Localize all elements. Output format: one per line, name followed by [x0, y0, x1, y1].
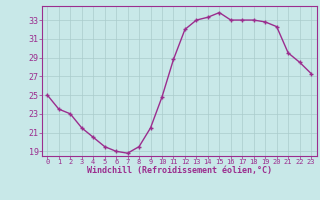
X-axis label: Windchill (Refroidissement éolien,°C): Windchill (Refroidissement éolien,°C)	[87, 166, 272, 175]
